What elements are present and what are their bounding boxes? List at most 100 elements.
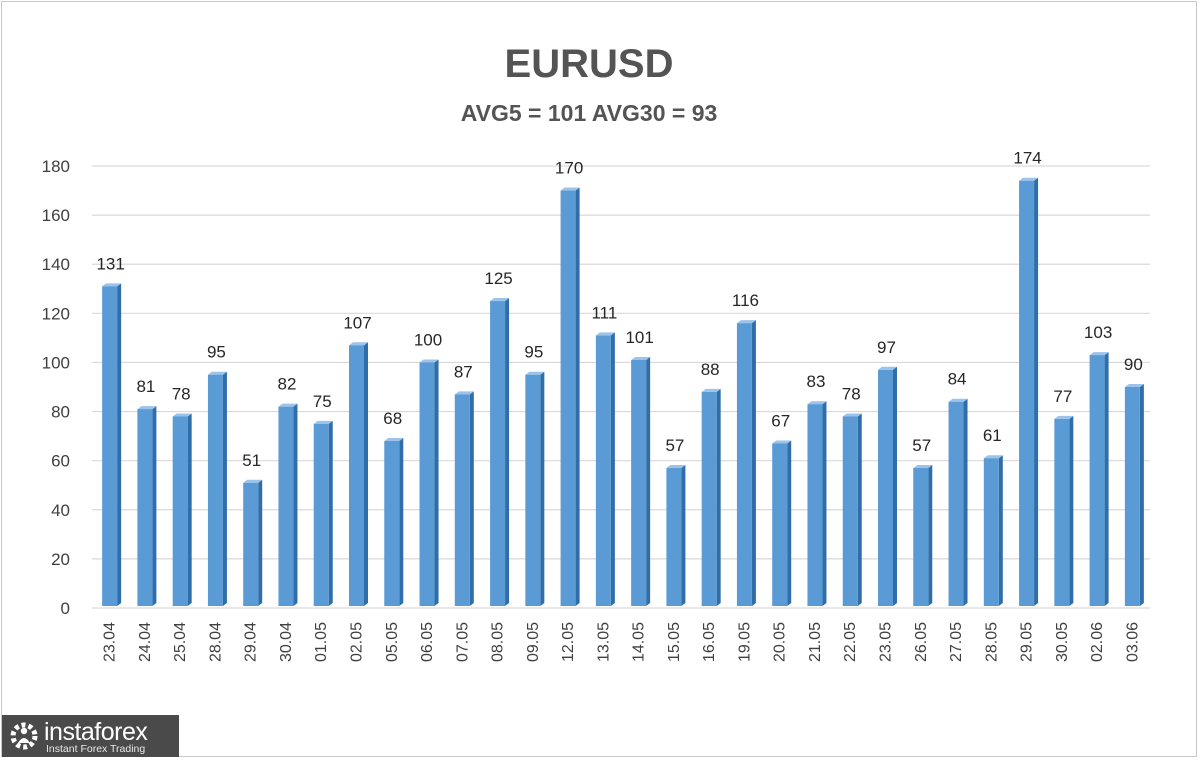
bar-side — [540, 371, 545, 606]
bar-front — [1124, 387, 1140, 606]
instaforex-logo: instaforex Instant Forex Trading — [2, 715, 179, 757]
bar-front — [384, 441, 400, 606]
data-label: 101 — [625, 328, 653, 347]
bar-side — [469, 391, 474, 606]
data-label: 68 — [383, 409, 402, 428]
bar-top — [490, 298, 510, 302]
bar-28.04 — [207, 371, 227, 606]
bar-top — [525, 371, 545, 375]
x-tick-label: 28.04 — [207, 622, 224, 662]
x-tick-label: 07.05 — [454, 622, 471, 662]
x-tick-label: 13.05 — [595, 622, 612, 662]
bar-side — [963, 398, 968, 606]
bar-front — [842, 416, 858, 606]
bar-23.04 — [102, 283, 122, 606]
bar-front — [349, 345, 364, 606]
data-label: 67 — [771, 411, 790, 430]
y-axis-ticks: 0 20 40 60 80 100 120 140 160 180 — [42, 157, 70, 618]
bar-top — [1054, 415, 1074, 419]
bar-side — [857, 413, 862, 606]
bar-top — [666, 465, 686, 469]
bar-front — [772, 443, 788, 606]
bar-top — [1124, 384, 1144, 387]
bar-top — [842, 413, 862, 417]
bar-14.05 — [631, 356, 651, 606]
bar-side — [222, 371, 227, 606]
bar-20.05 — [772, 440, 792, 606]
bar-side — [293, 403, 298, 606]
x-tick-label: 30.04 — [278, 622, 295, 662]
data-label: 111 — [591, 303, 617, 322]
x-tick-label: 15.05 — [666, 622, 683, 662]
bar-top — [349, 342, 368, 346]
bar-29.05 — [1019, 177, 1039, 606]
x-tick-label: 14.05 — [631, 622, 648, 662]
bar-chart: EURUSD AVG5 = 101 AVG30 = 93 0 20 40 60 80 10… — [42, 42, 1150, 662]
bar-30.04 — [278, 403, 298, 606]
bar-side — [998, 455, 1003, 606]
bar-top — [772, 440, 792, 444]
bar-side — [399, 438, 404, 606]
bar-13.05 — [595, 332, 615, 606]
y-tick-label: 40 — [51, 501, 70, 520]
bar-16.05 — [701, 388, 721, 606]
x-tick-label: 09.05 — [525, 622, 542, 662]
x-tick-label: 25.04 — [172, 622, 189, 662]
x-tick-label: 26.05 — [913, 622, 930, 662]
data-label: 78 — [842, 384, 861, 403]
y-tick-label: 0 — [61, 599, 70, 618]
bar-side — [187, 413, 192, 606]
data-label: 82 — [278, 375, 297, 394]
bar-front — [913, 468, 929, 606]
bar-front — [137, 409, 153, 606]
bar-side — [610, 332, 615, 606]
bar-05.05 — [384, 438, 404, 606]
bar-front — [807, 404, 823, 606]
x-tick-label: 19.05 — [736, 622, 753, 662]
bar-side — [364, 342, 368, 606]
bar-front — [701, 391, 717, 606]
data-label: 78 — [172, 384, 191, 403]
data-label: 131 — [96, 254, 124, 273]
x-tick-label: 20.05 — [772, 622, 789, 662]
bar-side — [117, 283, 122, 606]
gear-person-icon — [10, 722, 38, 750]
bar-side — [928, 465, 933, 606]
bar-23.05 — [878, 366, 897, 606]
x-tick-label: 02.05 — [349, 622, 366, 662]
bar-07.05 — [454, 391, 474, 606]
data-label: 97 — [877, 338, 896, 357]
data-label: 174 — [1013, 149, 1041, 168]
bar-top — [313, 420, 333, 424]
bar-25.04 — [172, 413, 192, 606]
bar-side — [716, 388, 721, 606]
bar-front — [419, 362, 435, 606]
y-tick-label: 160 — [42, 206, 70, 225]
logo-tagline: Instant Forex Trading — [46, 743, 146, 755]
bar-27.05 — [948, 398, 968, 606]
bar-top — [807, 401, 827, 405]
x-tick-label: 29.05 — [1019, 622, 1036, 662]
bar-front — [278, 406, 294, 606]
bar-top — [1089, 352, 1109, 356]
data-label: 107 — [343, 313, 371, 332]
bar-top — [878, 366, 897, 370]
bar-side — [152, 406, 157, 606]
bar-side — [787, 440, 792, 606]
bar-front — [243, 482, 259, 606]
bar-19.05 — [736, 320, 756, 606]
bar-top — [172, 413, 192, 417]
x-tick-label: 02.06 — [1089, 622, 1106, 662]
bar-front — [172, 416, 188, 606]
bar-side — [1104, 352, 1109, 606]
data-label: 95 — [524, 343, 543, 362]
bar-top — [560, 187, 580, 191]
bar-top — [913, 465, 933, 469]
bar-top — [454, 391, 474, 395]
bar-22.05 — [842, 413, 862, 606]
bar-26.05 — [913, 465, 933, 606]
x-tick-label: 16.05 — [701, 622, 718, 662]
data-label: 84 — [948, 370, 967, 389]
bar-front — [560, 190, 576, 607]
y-tick-label: 140 — [42, 255, 70, 274]
